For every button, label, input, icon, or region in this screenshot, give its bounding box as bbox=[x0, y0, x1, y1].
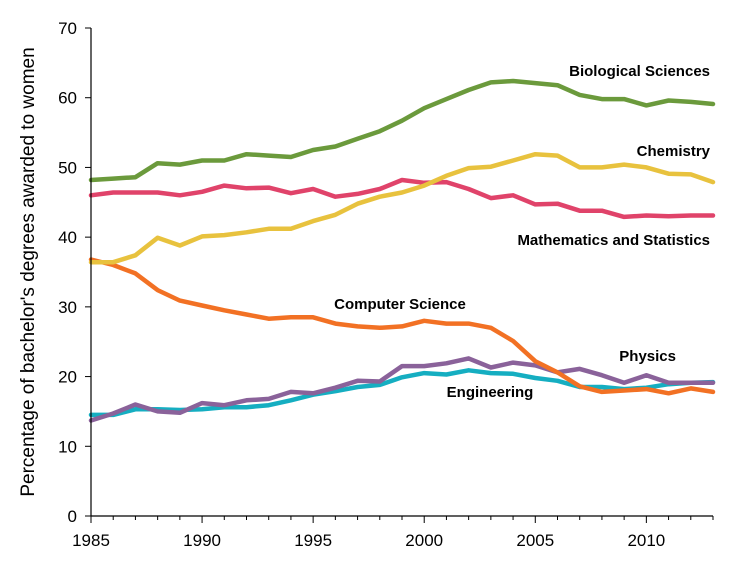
y-tick-label: 30 bbox=[58, 298, 77, 317]
series-label-mathematics-and-statistics: Mathematics and Statistics bbox=[517, 232, 710, 249]
series-line-chemistry bbox=[88, 151, 716, 265]
y-tick-label: 50 bbox=[58, 158, 77, 177]
series-label-engineering: Engineering bbox=[447, 384, 534, 401]
x-tick-label: 1995 bbox=[294, 531, 332, 550]
series-line-engineering bbox=[88, 368, 716, 418]
x-axis-ticks: 1985 1990 1995 2000 2005 2010 bbox=[72, 516, 714, 550]
y-tick-label: 20 bbox=[58, 368, 77, 387]
y-tick-label: 70 bbox=[58, 19, 77, 38]
series-line-mathematics-and-statistics bbox=[88, 177, 716, 220]
y-tick-label: 40 bbox=[58, 228, 77, 247]
x-tick-label: 2010 bbox=[627, 531, 665, 550]
series-label-biological-sciences: Biological Sciences bbox=[569, 63, 710, 80]
series-label-physics: Physics bbox=[619, 348, 676, 365]
y-tick-label: 10 bbox=[58, 437, 77, 456]
y-axis-ticks: 0 10 20 30 40 50 60 70 bbox=[58, 19, 91, 526]
series-lines bbox=[88, 78, 716, 423]
series-label-chemistry: Chemistry bbox=[637, 143, 711, 160]
series-line-physics bbox=[88, 356, 716, 423]
series-line-computer-science bbox=[88, 257, 716, 396]
x-tick-label: 2005 bbox=[516, 531, 554, 550]
y-tick-label: 60 bbox=[58, 89, 77, 108]
series-line-biological-sciences bbox=[88, 78, 716, 183]
series-labels: Biological Sciences Chemistry Mathematics … bbox=[334, 63, 711, 401]
x-tick-label: 1990 bbox=[183, 531, 221, 550]
x-tick-label: 2000 bbox=[405, 531, 443, 550]
series-label-computer-science: Computer Science bbox=[334, 296, 466, 313]
y-axis-title: Percentage of bachelor's degrees awarded… bbox=[18, 47, 39, 496]
y-tick-label: 0 bbox=[68, 507, 77, 526]
x-tick-label: 1985 bbox=[72, 531, 110, 550]
